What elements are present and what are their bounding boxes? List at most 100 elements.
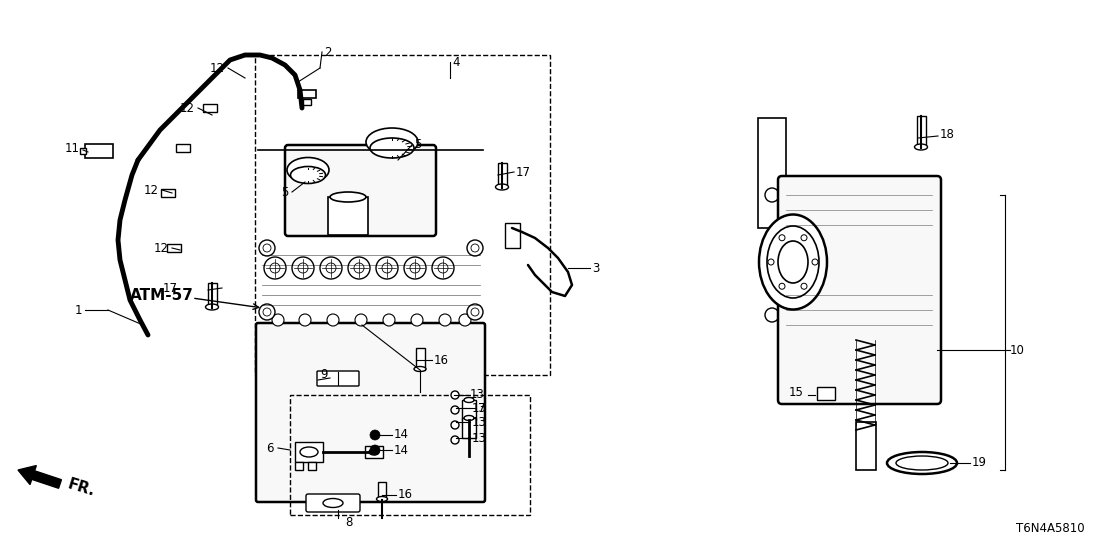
Ellipse shape [914, 144, 927, 150]
Text: FR.: FR. [66, 477, 98, 499]
Circle shape [353, 263, 365, 273]
Bar [295, 442, 324, 462]
Bar [462, 418, 476, 438]
Text: 19: 19 [972, 456, 987, 469]
Ellipse shape [324, 499, 343, 507]
Bar [161, 189, 175, 197]
Ellipse shape [414, 367, 425, 372]
Circle shape [768, 259, 774, 265]
Circle shape [801, 283, 807, 289]
FancyBboxPatch shape [778, 176, 941, 404]
Circle shape [383, 314, 394, 326]
Text: 2: 2 [324, 45, 331, 59]
Text: T6N4A5810: T6N4A5810 [1016, 522, 1085, 535]
Text: 17: 17 [516, 166, 531, 178]
Circle shape [327, 314, 339, 326]
Circle shape [410, 263, 420, 273]
Ellipse shape [330, 192, 366, 202]
Circle shape [264, 257, 286, 279]
Circle shape [376, 257, 398, 279]
Ellipse shape [300, 447, 318, 457]
Ellipse shape [205, 304, 218, 310]
Text: 7: 7 [478, 402, 485, 414]
Bar [298, 90, 316, 98]
Text: 12: 12 [211, 61, 225, 74]
Bar [203, 104, 217, 112]
Bar [290, 395, 530, 515]
Circle shape [382, 263, 392, 273]
Ellipse shape [495, 184, 509, 190]
Circle shape [370, 430, 380, 440]
Text: 9: 9 [320, 367, 328, 381]
Circle shape [270, 263, 280, 273]
Bar [167, 244, 181, 252]
FancyBboxPatch shape [306, 494, 360, 512]
Circle shape [411, 314, 423, 326]
Bar [365, 446, 383, 458]
Ellipse shape [464, 416, 474, 420]
Circle shape [263, 244, 271, 252]
Bar [497, 163, 507, 188]
Bar [176, 144, 189, 152]
Circle shape [439, 314, 451, 326]
Text: 14: 14 [394, 428, 409, 442]
Circle shape [326, 263, 336, 273]
Bar [505, 223, 520, 248]
Ellipse shape [759, 214, 827, 310]
Bar [416, 348, 425, 370]
Circle shape [471, 308, 479, 316]
Ellipse shape [366, 128, 418, 156]
Text: 17: 17 [163, 281, 178, 295]
FancyBboxPatch shape [256, 323, 485, 502]
Text: 12: 12 [154, 242, 170, 254]
Circle shape [438, 263, 448, 273]
FancyBboxPatch shape [317, 371, 359, 386]
Text: 16: 16 [434, 353, 449, 367]
Ellipse shape [287, 157, 329, 182]
Circle shape [271, 314, 284, 326]
Text: 12: 12 [144, 183, 160, 197]
Text: 12: 12 [179, 101, 195, 115]
Text: 6: 6 [267, 442, 274, 454]
Text: 4: 4 [452, 55, 460, 69]
Bar [208, 283, 217, 308]
Circle shape [348, 257, 370, 279]
Text: 13: 13 [472, 432, 486, 444]
Bar [255, 55, 550, 375]
Bar [328, 197, 368, 235]
Circle shape [263, 308, 271, 316]
Text: 10: 10 [1010, 343, 1025, 357]
Circle shape [451, 391, 459, 399]
Circle shape [812, 259, 818, 265]
Bar [817, 387, 835, 400]
Circle shape [293, 257, 314, 279]
Circle shape [370, 445, 380, 455]
Ellipse shape [778, 241, 808, 283]
Ellipse shape [377, 496, 388, 501]
Circle shape [801, 235, 807, 241]
Bar [856, 422, 876, 470]
Circle shape [259, 304, 275, 320]
Bar [302, 99, 311, 105]
Text: 16: 16 [398, 489, 413, 501]
Text: 13: 13 [470, 388, 485, 402]
Text: 1: 1 [74, 304, 82, 316]
Circle shape [765, 188, 779, 202]
Bar [462, 400, 476, 420]
Circle shape [259, 240, 275, 256]
Text: ATM-57: ATM-57 [130, 288, 194, 302]
Bar [295, 462, 302, 470]
Circle shape [298, 263, 308, 273]
Circle shape [432, 257, 454, 279]
Ellipse shape [767, 226, 819, 298]
Text: 3: 3 [592, 261, 599, 274]
Circle shape [451, 421, 459, 429]
Circle shape [779, 283, 784, 289]
Ellipse shape [464, 398, 474, 403]
Text: 5: 5 [280, 186, 288, 198]
Circle shape [765, 308, 779, 322]
FancyArrow shape [18, 465, 61, 488]
Text: 15: 15 [789, 387, 804, 399]
Text: 8: 8 [345, 516, 352, 529]
Circle shape [466, 240, 483, 256]
